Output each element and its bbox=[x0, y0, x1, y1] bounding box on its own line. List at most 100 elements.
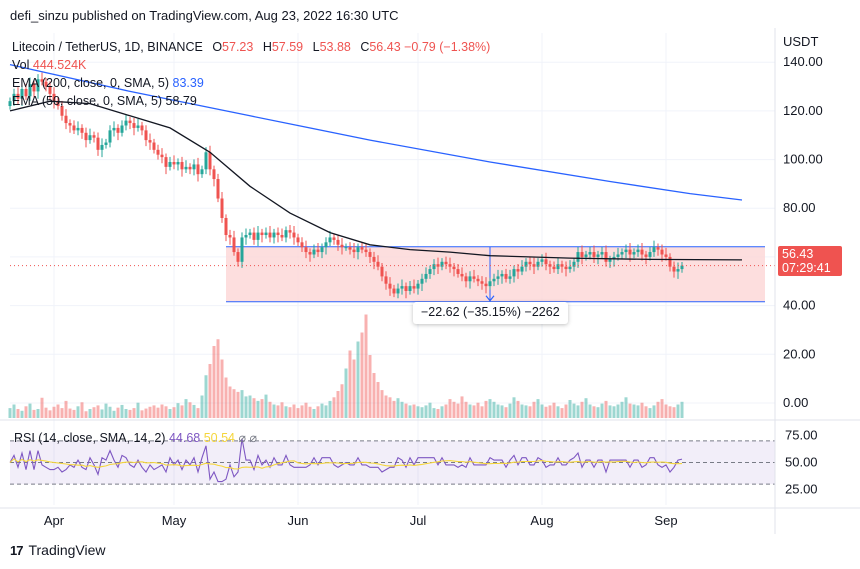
time-tick-label: Jun bbox=[288, 513, 309, 528]
volume-bar bbox=[184, 399, 188, 418]
candle-body bbox=[596, 254, 600, 257]
volume-bar bbox=[336, 391, 340, 418]
volume-bar bbox=[304, 402, 308, 418]
volume-bar bbox=[400, 401, 404, 418]
candle-body bbox=[520, 266, 524, 272]
candle-body bbox=[336, 239, 340, 245]
symbol-title[interactable]: Litecoin / TetherUS, 1D, BINANCE bbox=[12, 40, 203, 54]
candle-body bbox=[232, 237, 236, 253]
candle-body bbox=[580, 252, 584, 257]
volume-bar bbox=[60, 408, 64, 418]
volume-bar bbox=[392, 400, 396, 418]
change-value: −0.79 (−1.38%) bbox=[404, 40, 491, 54]
volume-bar bbox=[292, 404, 296, 418]
candle-body bbox=[156, 149, 160, 155]
volume-bar bbox=[440, 406, 444, 418]
candle-body bbox=[176, 162, 180, 165]
time-tick-label: Aug bbox=[530, 513, 553, 528]
candle-body bbox=[644, 254, 648, 257]
rsi-tick-label: 25.00 bbox=[785, 482, 818, 497]
price-chart[interactable]: USDT140.00120.00100.0080.0060.0040.0020.… bbox=[0, 28, 860, 534]
volume-bar bbox=[296, 408, 300, 418]
candle-body bbox=[136, 125, 140, 128]
candle-body bbox=[188, 166, 192, 170]
volume-bar bbox=[248, 395, 252, 418]
volume-bar bbox=[408, 405, 412, 418]
ema200-label[interactable]: EMA (200, close, 0, SMA, 5) bbox=[12, 76, 170, 90]
candle-body bbox=[616, 254, 620, 257]
volume-bar bbox=[384, 395, 388, 418]
candle-body bbox=[628, 249, 632, 255]
candle-body bbox=[396, 288, 400, 294]
volume-bar bbox=[128, 409, 132, 418]
volume-bar bbox=[48, 410, 52, 418]
volume-bar bbox=[616, 404, 620, 418]
candle-body bbox=[404, 286, 408, 291]
rsi-label[interactable]: RSI (14, close, SMA, 14, 2) bbox=[14, 431, 166, 445]
volume-bar bbox=[576, 405, 580, 418]
candle-body bbox=[48, 86, 52, 94]
volume-bar bbox=[160, 404, 164, 418]
candle-body bbox=[192, 164, 196, 170]
footer: 17 TradingView bbox=[10, 542, 106, 558]
candle-body bbox=[184, 166, 188, 170]
candle-body bbox=[64, 115, 68, 124]
candle-body bbox=[236, 252, 240, 262]
volume-bar bbox=[420, 407, 424, 418]
volume-bar bbox=[544, 406, 548, 418]
volume-bar bbox=[116, 407, 120, 418]
volume-bar bbox=[552, 402, 556, 418]
volume-bar bbox=[76, 406, 80, 418]
high-label: H bbox=[262, 40, 272, 54]
candle-body bbox=[88, 135, 92, 141]
candle-body bbox=[96, 137, 100, 150]
candle-body bbox=[212, 169, 216, 180]
volume-bar bbox=[548, 405, 552, 418]
candle-body bbox=[572, 261, 576, 267]
hide-icon[interactable]: ⌀ bbox=[249, 431, 258, 445]
volume-bar bbox=[620, 401, 624, 418]
volume-bar bbox=[224, 377, 228, 418]
candle-body bbox=[20, 88, 24, 99]
candle-body bbox=[200, 169, 204, 175]
candle-body bbox=[108, 130, 112, 143]
candle-body bbox=[368, 252, 372, 257]
last-price-tag: 56.43 07:29:41 bbox=[778, 246, 842, 276]
volume-bar bbox=[508, 403, 512, 418]
measure-range-box[interactable] bbox=[226, 246, 765, 303]
volume-bar bbox=[468, 404, 472, 418]
volume-bar bbox=[84, 411, 88, 418]
price-tick-label: 80.00 bbox=[783, 200, 816, 215]
ema50-label[interactable]: EMA (50, close, 0, SMA, 5) bbox=[12, 94, 163, 108]
candle-body bbox=[112, 127, 116, 131]
volume-bar bbox=[504, 407, 508, 418]
volume-bar bbox=[456, 403, 460, 418]
candle-body bbox=[72, 125, 76, 131]
candle-body bbox=[80, 127, 84, 133]
candle-body bbox=[360, 247, 364, 250]
candle-body bbox=[300, 242, 304, 248]
hide-icon[interactable]: ⌀ bbox=[238, 431, 246, 445]
rsi-pane bbox=[9, 438, 775, 485]
candle-body bbox=[456, 269, 460, 274]
volume-bar bbox=[36, 409, 40, 418]
bar-countdown: 07:29:41 bbox=[782, 261, 831, 275]
candle-body bbox=[468, 276, 472, 282]
volume-bar bbox=[72, 409, 76, 418]
candle-body bbox=[552, 266, 556, 270]
vol-label[interactable]: Vol bbox=[12, 58, 30, 72]
candle-body bbox=[504, 273, 508, 279]
volume-bar bbox=[640, 402, 644, 418]
time-tick-label: Jul bbox=[410, 513, 427, 528]
candle-body bbox=[636, 249, 640, 253]
footer-brand[interactable]: TradingView bbox=[28, 542, 106, 558]
volume-bar bbox=[356, 341, 360, 418]
candle-body bbox=[312, 249, 316, 255]
close-label: C bbox=[360, 40, 370, 54]
candle-body bbox=[172, 162, 176, 165]
volume-bar bbox=[396, 398, 400, 418]
candle-body bbox=[160, 154, 164, 158]
candle-body bbox=[464, 276, 468, 282]
volume-bar bbox=[632, 404, 636, 418]
volume-bar bbox=[8, 408, 12, 418]
